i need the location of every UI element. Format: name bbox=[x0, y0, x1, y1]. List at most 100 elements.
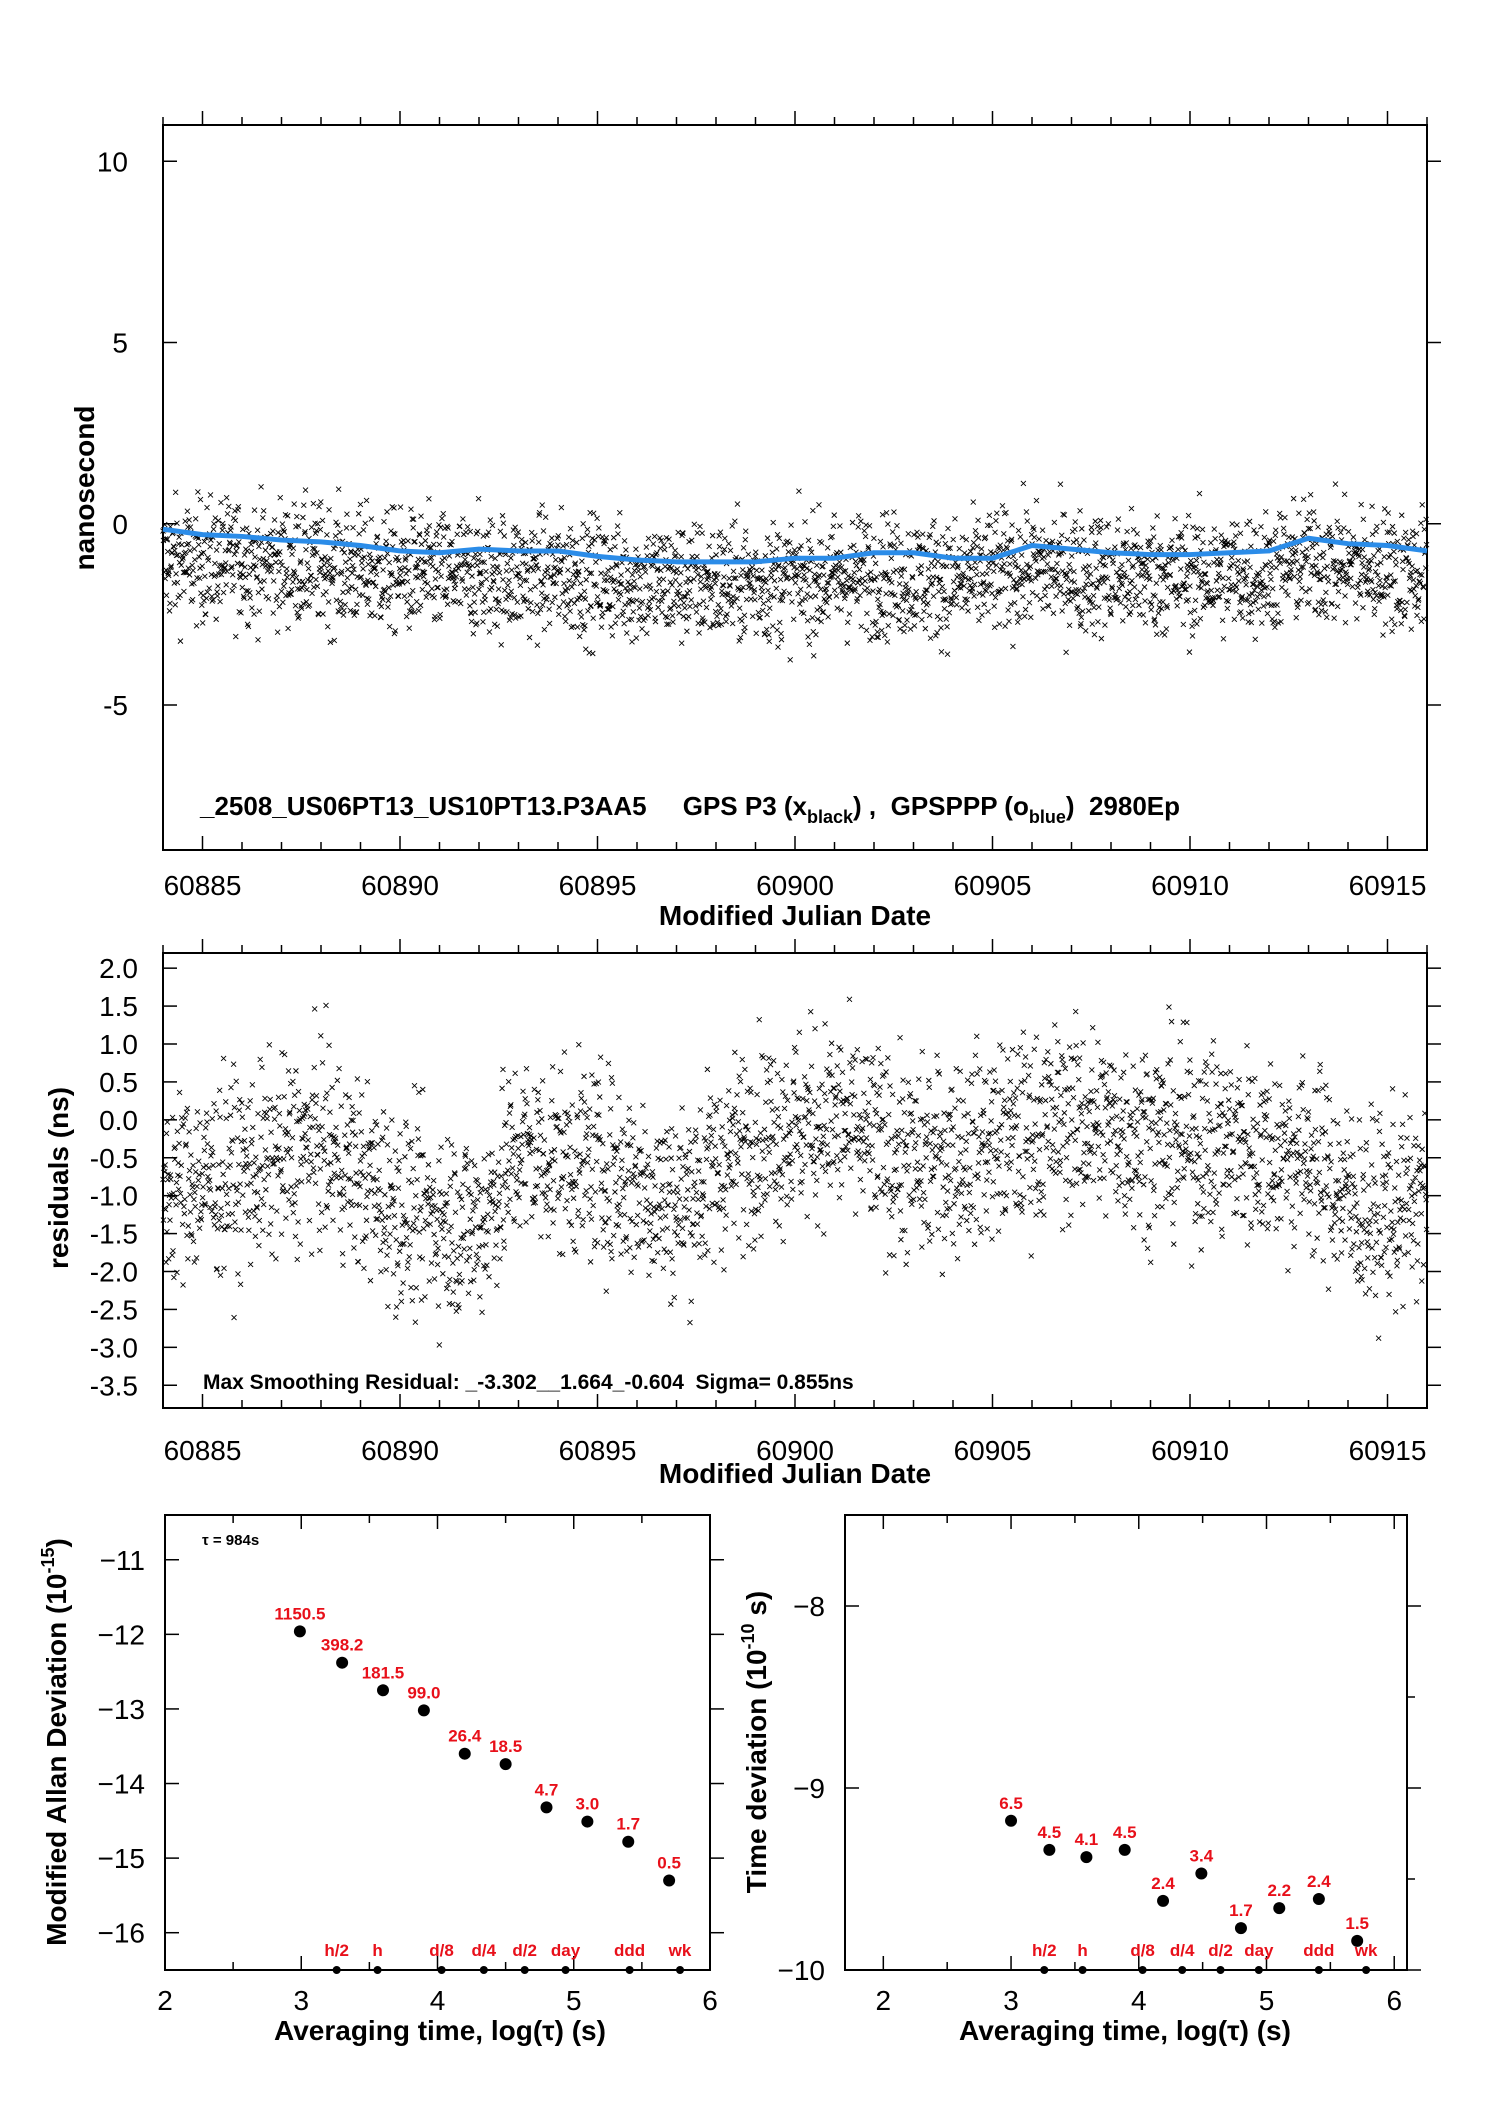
x-point bbox=[424, 1174, 431, 1181]
x-point bbox=[204, 589, 211, 595]
x-point bbox=[931, 563, 938, 570]
x-point bbox=[382, 555, 388, 561]
x-point bbox=[913, 611, 920, 618]
x-point bbox=[1105, 520, 1112, 527]
x-point bbox=[832, 1102, 838, 1108]
x-point bbox=[1024, 561, 1030, 568]
x-point bbox=[626, 1244, 633, 1251]
x-point bbox=[866, 1150, 872, 1157]
x-point bbox=[766, 605, 773, 612]
x-point bbox=[527, 586, 534, 593]
x-point bbox=[441, 555, 448, 561]
x-point bbox=[437, 1206, 444, 1213]
x-point bbox=[1197, 615, 1204, 622]
x-point bbox=[807, 1008, 814, 1015]
x-point bbox=[163, 567, 169, 573]
x-point bbox=[772, 1170, 778, 1176]
x-point bbox=[617, 581, 624, 587]
x-point bbox=[1062, 572, 1069, 579]
x-point bbox=[1040, 568, 1047, 575]
x-point bbox=[888, 555, 895, 562]
x-point bbox=[800, 1134, 807, 1141]
x-point bbox=[494, 564, 501, 571]
x-point bbox=[1070, 595, 1076, 602]
x-point bbox=[500, 576, 506, 583]
x-point bbox=[251, 1159, 257, 1166]
x-point bbox=[722, 535, 728, 542]
x-point bbox=[259, 1227, 266, 1234]
x-point bbox=[566, 577, 573, 584]
x-point bbox=[1357, 592, 1364, 598]
y-tick-label: -3.0 bbox=[90, 1332, 138, 1363]
x-point bbox=[696, 630, 702, 636]
x-point bbox=[895, 1186, 901, 1193]
x-point bbox=[885, 622, 892, 629]
x-point bbox=[602, 588, 608, 594]
x-point bbox=[858, 623, 865, 630]
x-point bbox=[350, 524, 356, 531]
x-point bbox=[170, 1248, 176, 1254]
x-point bbox=[817, 1125, 824, 1132]
x-point bbox=[423, 559, 429, 566]
x-point bbox=[720, 1205, 727, 1212]
x-point bbox=[1051, 519, 1058, 526]
x-point bbox=[544, 1183, 551, 1189]
x-point bbox=[824, 1142, 831, 1148]
x-point bbox=[636, 617, 642, 624]
x-point bbox=[634, 1212, 641, 1219]
x-point bbox=[1282, 514, 1288, 521]
x-point bbox=[455, 1243, 462, 1250]
x-point bbox=[846, 996, 853, 1003]
x-point bbox=[497, 528, 504, 535]
x-point bbox=[669, 1166, 676, 1173]
x-point bbox=[921, 608, 927, 615]
x-point bbox=[191, 1196, 197, 1203]
x-point bbox=[888, 1213, 895, 1220]
x-point bbox=[834, 605, 841, 612]
x-point bbox=[752, 596, 758, 603]
x-point bbox=[660, 542, 667, 548]
x-point bbox=[376, 558, 383, 565]
x-point bbox=[1352, 600, 1359, 606]
x-point bbox=[528, 1213, 535, 1220]
x-point bbox=[475, 495, 482, 502]
x-point bbox=[867, 1167, 873, 1174]
x-point bbox=[1291, 573, 1298, 580]
x-point bbox=[1148, 606, 1154, 613]
x-point bbox=[773, 1141, 780, 1148]
x-point bbox=[719, 1124, 726, 1130]
x-point bbox=[1075, 603, 1081, 610]
x-point bbox=[1414, 612, 1420, 619]
x-point bbox=[506, 1110, 513, 1116]
x-point bbox=[721, 574, 727, 580]
x-point bbox=[914, 1159, 921, 1166]
x-point bbox=[373, 571, 380, 578]
y-tick-label: 10 bbox=[97, 146, 128, 177]
x-point bbox=[1252, 636, 1259, 643]
x-point bbox=[816, 572, 823, 578]
x-point bbox=[321, 1136, 327, 1143]
x-point bbox=[406, 567, 412, 574]
x-point bbox=[767, 1077, 773, 1084]
x-point bbox=[1152, 622, 1159, 628]
x-point bbox=[186, 572, 193, 578]
x-point bbox=[797, 586, 804, 593]
x-point bbox=[732, 1110, 739, 1116]
x-point bbox=[1039, 527, 1046, 534]
x-point bbox=[407, 592, 413, 598]
x-point bbox=[886, 611, 892, 617]
x-point bbox=[758, 1202, 765, 1209]
x-point bbox=[637, 613, 644, 620]
x-point bbox=[1103, 524, 1110, 530]
x-point bbox=[802, 518, 808, 525]
x-point bbox=[862, 578, 868, 584]
x-point bbox=[583, 576, 590, 583]
x-point bbox=[1250, 599, 1256, 606]
x-point bbox=[752, 1237, 758, 1243]
x-point bbox=[359, 592, 366, 598]
x-point bbox=[1236, 571, 1242, 578]
x-point bbox=[574, 624, 581, 630]
x-point bbox=[509, 1165, 516, 1171]
x-point bbox=[575, 1213, 581, 1220]
x-point bbox=[296, 613, 302, 620]
